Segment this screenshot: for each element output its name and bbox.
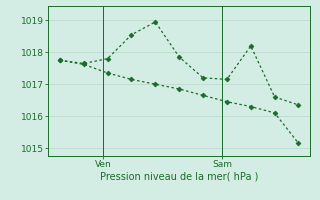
X-axis label: Pression niveau de la mer( hPa ): Pression niveau de la mer( hPa )	[100, 172, 258, 182]
